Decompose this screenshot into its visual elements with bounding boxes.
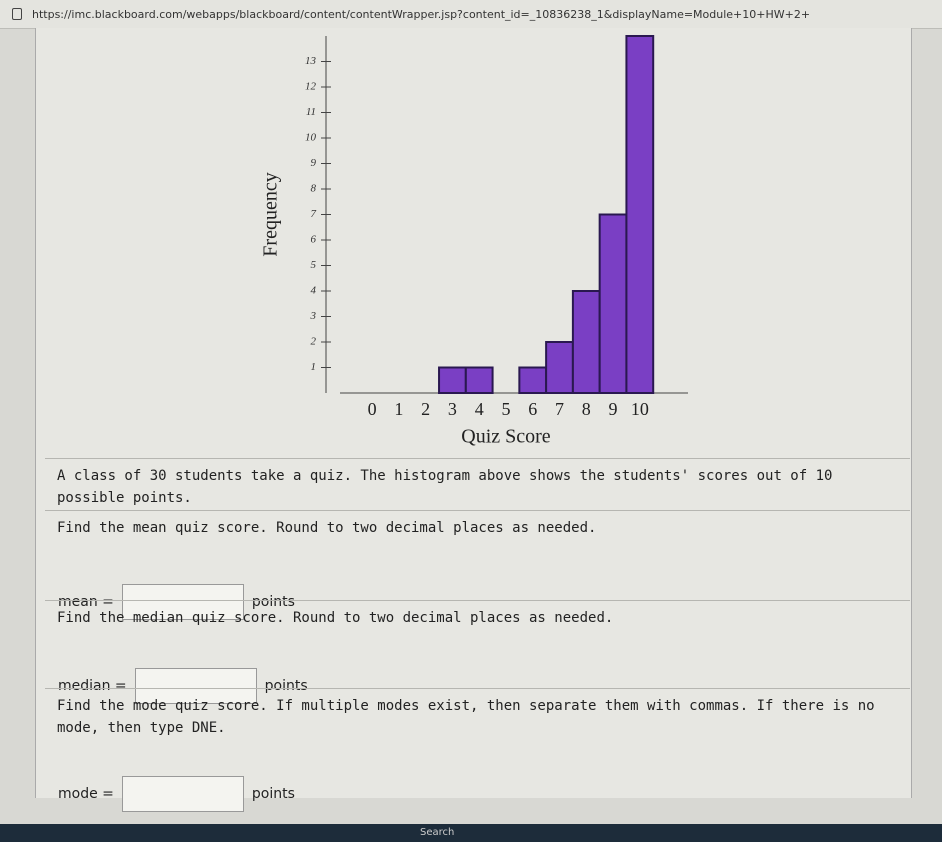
answer-input[interactable] <box>121 776 244 812</box>
y-tick-label: 9 <box>311 157 317 169</box>
bar <box>464 366 494 394</box>
prompt: Find the median quiz score. Round to two… <box>57 610 614 626</box>
answer-row: mean = points <box>58 584 295 620</box>
x-tick-label: 8 <box>582 399 591 419</box>
unit: points <box>251 594 295 610</box>
x-tick-label: 7 <box>555 399 564 419</box>
y-tick-label: 7 <box>311 208 317 220</box>
answer-label: mode = <box>58 786 114 802</box>
bar <box>438 366 467 394</box>
x-tick-label: 2 <box>421 399 430 419</box>
y-tick-label: 2 <box>311 336 317 348</box>
y-tick-label: 11 <box>306 106 316 118</box>
bar <box>625 35 655 394</box>
x-axis-label: Quiz Score <box>461 426 551 448</box>
answer-label: mean = <box>58 594 114 610</box>
y-tick-label: 3 <box>310 310 317 322</box>
x-tick-label: 1 <box>394 399 403 419</box>
bar <box>598 213 628 394</box>
y-tick-label: 5 <box>311 259 317 271</box>
unit: points <box>264 678 308 694</box>
answer-row: mode = points <box>58 776 295 812</box>
search[interactable]: Search <box>420 827 455 838</box>
intro: A class of 30 students take a quiz. The … <box>45 458 910 507</box>
question: Find the median quiz score. Round to two… <box>45 600 910 635</box>
x-tick-label: 0 <box>368 399 377 419</box>
answer-input[interactable] <box>121 584 244 620</box>
bar <box>571 290 601 394</box>
y-axis-label: Frequency <box>260 172 282 256</box>
x-tick-label: 9 <box>609 399 618 419</box>
answer-row: median = points <box>58 668 308 704</box>
y-tick-label: 10 <box>305 132 317 144</box>
bar <box>518 366 548 394</box>
y-tick-label: 6 <box>311 234 317 246</box>
question: Find the mean quiz score. Round to two d… <box>45 510 910 545</box>
x-tick-label: 10 <box>631 399 649 419</box>
intro-text: A class of 30 students take a quiz. The … <box>57 468 833 506</box>
y-tick-label: 4 <box>311 285 317 297</box>
y-tick-label: 1 <box>311 361 317 373</box>
prompt: Find the mode quiz score. If multiple mo… <box>57 698 875 736</box>
taskbar: Search <box>0 824 942 842</box>
prompt: Find the mean quiz score. Round to two d… <box>57 520 597 536</box>
answer-label: median = <box>58 678 127 694</box>
y-tick-label: 8 <box>311 183 317 195</box>
url: https://imc.blackboard.com/webapps/black… <box>32 8 811 21</box>
question: Find the mode quiz score. If multiple mo… <box>45 688 910 745</box>
answer-input[interactable] <box>134 668 257 704</box>
x-tick-label: 4 <box>475 399 484 419</box>
x-tick-label: 5 <box>501 399 510 419</box>
x-tick-label: 3 <box>448 399 457 419</box>
y-tick-label: 12 <box>305 81 317 93</box>
y-tick-label: 13 <box>305 55 317 67</box>
bar <box>545 341 574 394</box>
unit: points <box>251 786 295 802</box>
lock-icon <box>12 8 22 20</box>
x-tick-label: 6 <box>528 399 537 419</box>
url-bar[interactable]: https://imc.blackboard.com/webapps/black… <box>0 0 942 29</box>
